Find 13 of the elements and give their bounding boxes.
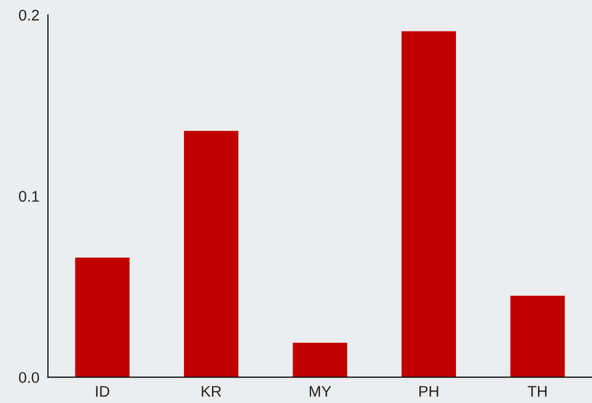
x-tick-label: ID [96,386,110,397]
bar [184,130,238,378]
bar [292,342,348,378]
x-tick-label: MY [310,386,332,397]
x-tick-label: PH [419,386,438,397]
y-tick-label: 0.2 [18,10,39,21]
x-tick-label: KR [202,386,222,397]
y-tick-label: 0.1 [18,190,39,202]
x-tick-label: TH [528,386,547,397]
bar [402,31,456,378]
y-tick-label: 0.0 [18,372,40,383]
bar [75,258,130,378]
bar [510,296,565,378]
